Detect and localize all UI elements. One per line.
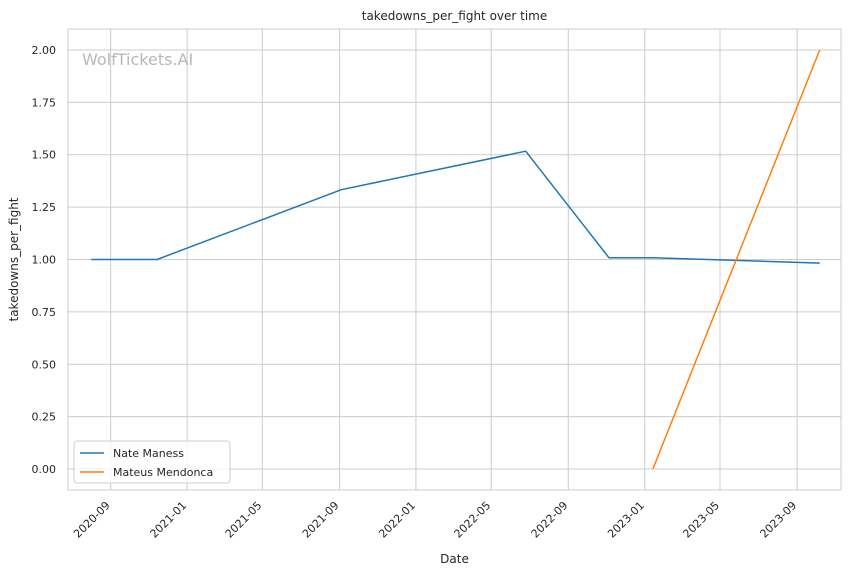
series-line-0 [91, 150, 820, 264]
x-tick-label: 2022-01 [376, 499, 418, 541]
y-tick-label: 0.75 [32, 306, 57, 319]
x-axis-ticks: 2020-09 2021-01 2021-05 2021-09 2022-01 2022-… [71, 499, 799, 541]
y-tick-label: 1.50 [32, 149, 57, 162]
y-tick-label: 0.50 [32, 358, 57, 371]
x-tick-label: 2020-09 [71, 499, 113, 541]
legend-label-1: Mateus Mendonca [113, 466, 213, 479]
y-tick-label: 1.00 [32, 254, 57, 267]
x-tick-label: 2023-05 [680, 499, 722, 541]
series-line-1 [652, 49, 821, 470]
x-tick-label: 2022-05 [452, 499, 494, 541]
series-layer [91, 49, 821, 470]
y-tick-label: 0.25 [32, 411, 57, 424]
y-tick-label: 2.00 [32, 44, 57, 57]
legend-box [73, 440, 231, 484]
legend: Nate Maness Mateus Mendonca [73, 440, 231, 484]
chart-title: takedowns_per_fight over time [362, 9, 548, 23]
x-tick-label: 2021-05 [223, 499, 265, 541]
y-axis-ticks: 0.00 0.25 0.50 0.75 1.00 1.25 1.50 1.75 2.00 [32, 44, 57, 476]
x-tick-label: 2021-01 [148, 499, 190, 541]
legend-label-0: Nate Maness [113, 447, 184, 460]
x-tick-label: 2021-09 [300, 499, 342, 541]
x-tick-label: 2022-09 [529, 499, 571, 541]
x-tick-label: 2023-01 [605, 499, 647, 541]
x-axis-label: Date [440, 552, 469, 566]
y-axis-label: takedowns_per_fight [7, 197, 21, 321]
x-tick-label: 2023-09 [758, 499, 800, 541]
y-tick-label: 1.75 [32, 96, 57, 109]
y-tick-label: 0.00 [32, 463, 57, 476]
y-tick-label: 1.25 [32, 201, 57, 214]
watermark: WolfTickets.AI [82, 50, 193, 69]
